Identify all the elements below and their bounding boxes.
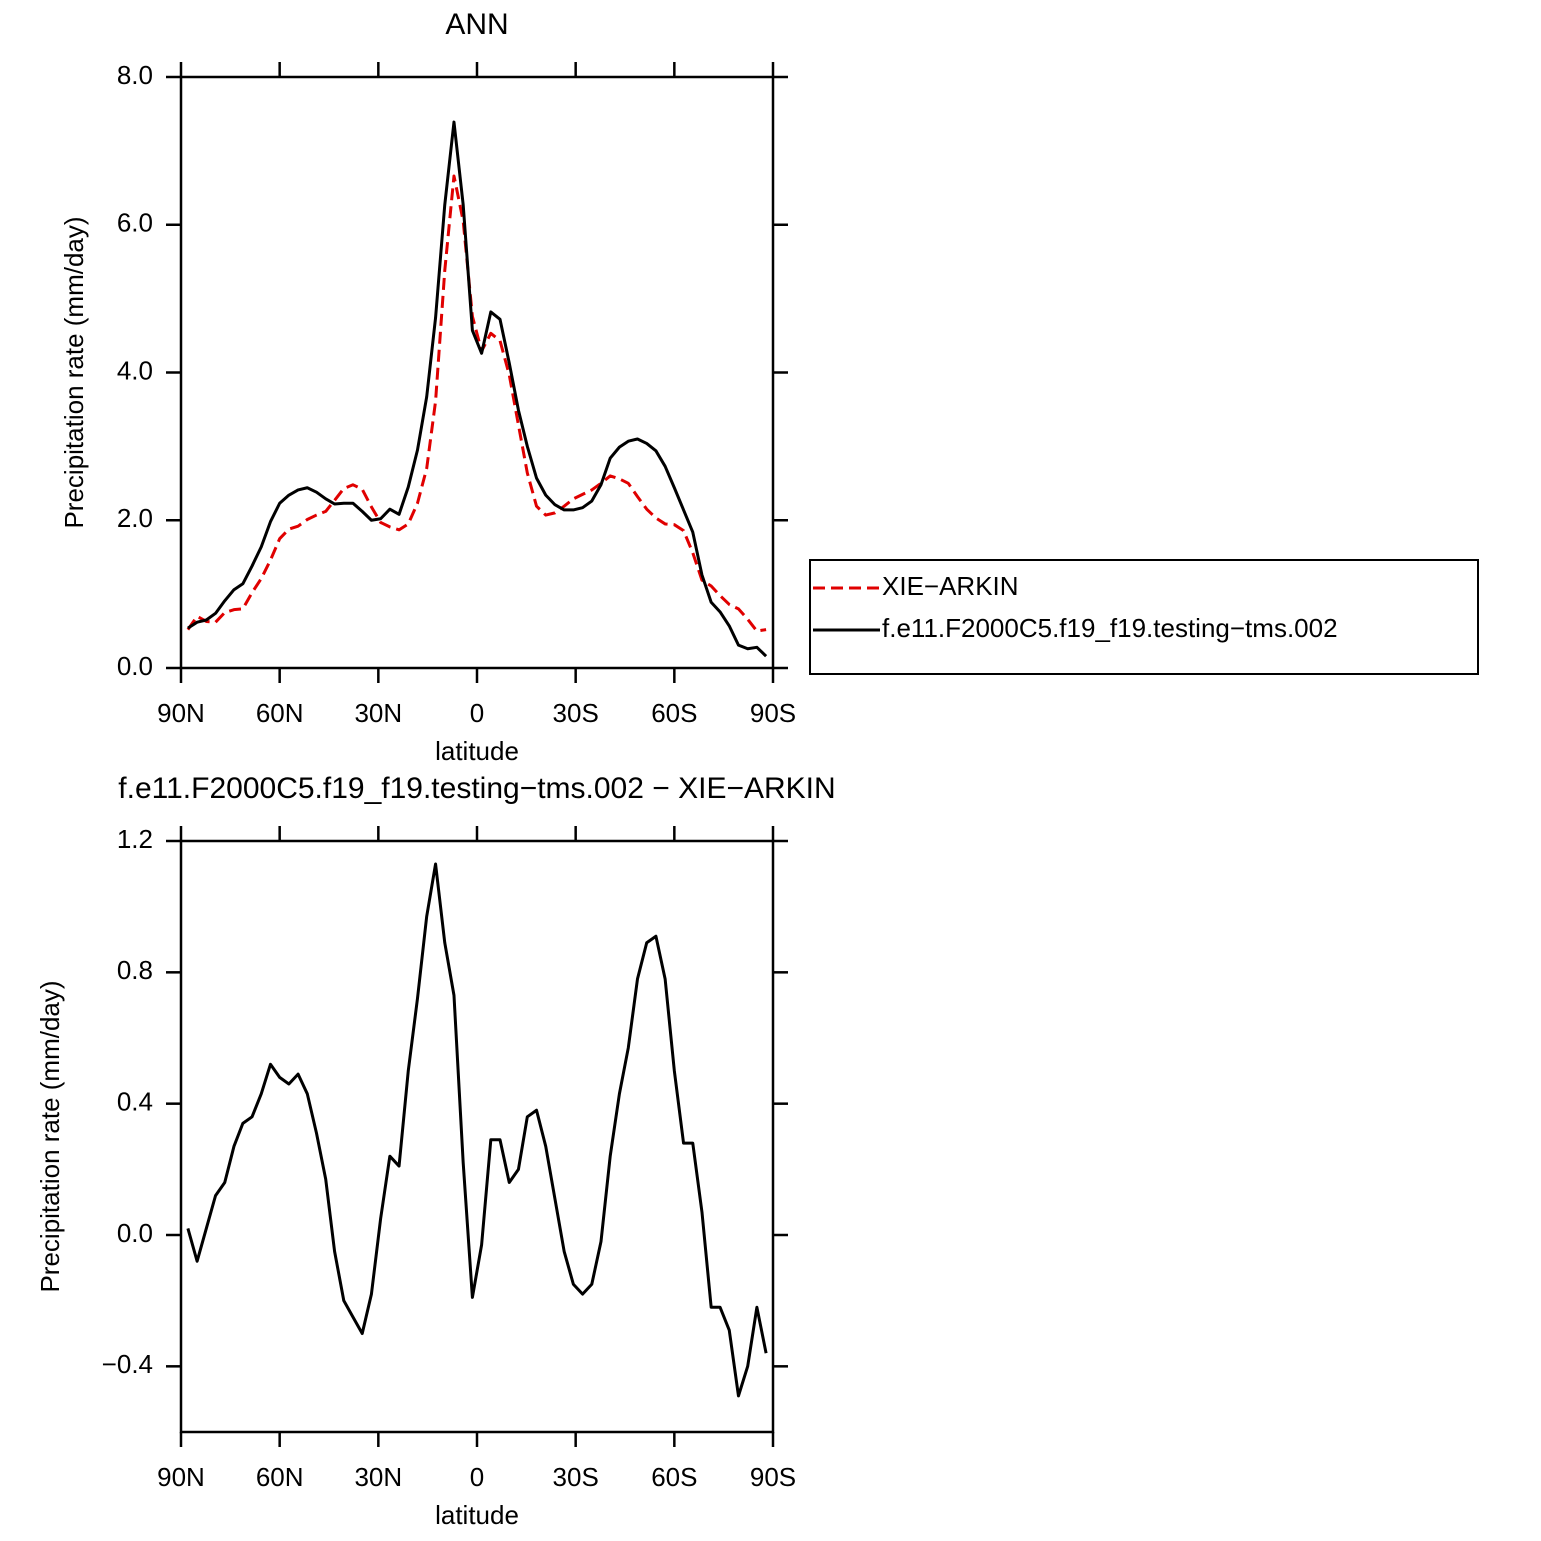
legend-box: [809, 559, 1479, 675]
x-tick-label: 60S: [651, 1462, 697, 1492]
x-tick-label: 60S: [651, 698, 697, 728]
legend-label: f.e11.F2000C5.f19_f19.testing−tms.002: [882, 613, 1338, 643]
x-tick-label: 60N: [256, 1462, 304, 1492]
data-line: [186, 174, 767, 633]
x-tick-label: 30N: [354, 1462, 402, 1492]
chart-title: f.e11.F2000C5.f19_f19.testing−tms.002 − …: [118, 772, 835, 805]
x-tick-label: 90N: [157, 698, 205, 728]
x-tick-label: 60N: [256, 698, 304, 728]
y-tick-label: 8.0: [117, 60, 153, 90]
y-tick-label: 1.2: [117, 824, 153, 854]
chart-title: ANN: [445, 8, 508, 41]
data-line: [186, 862, 768, 1398]
y-tick-label: −0.4: [102, 1349, 153, 1379]
y-tick-label: 2.0: [117, 503, 153, 533]
legend-label: XIE−ARKIN: [882, 571, 1019, 601]
x-axis-label: latitude: [435, 1500, 519, 1530]
y-tick-label: 0.0: [117, 1218, 153, 1248]
x-tick-label: 30N: [354, 698, 402, 728]
y-tick-label: 6.0: [117, 208, 153, 238]
x-tick-label: 30S: [553, 1462, 599, 1492]
data-line: [187, 120, 768, 658]
x-tick-label: 90N: [157, 1462, 205, 1492]
plot-frame: [179, 839, 775, 1434]
x-tick-label: 30S: [553, 698, 599, 728]
y-tick-label: 4.0: [117, 355, 153, 385]
x-axis-label: latitude: [435, 736, 519, 766]
y-tick-label: 0.0: [117, 651, 153, 681]
y-tick-label: 0.4: [117, 1087, 153, 1117]
x-tick-label: 90S: [750, 1462, 796, 1492]
plot-frame: [179, 75, 775, 670]
y-axis-label: Precipitation rate (mm/day): [35, 980, 65, 1292]
x-tick-label: 0: [470, 698, 484, 728]
x-tick-label: 90S: [750, 698, 796, 728]
y-tick-label: 0.8: [117, 955, 153, 985]
y-axis-label: Precipitation rate (mm/day): [59, 216, 89, 528]
x-tick-label: 0: [470, 1462, 484, 1492]
